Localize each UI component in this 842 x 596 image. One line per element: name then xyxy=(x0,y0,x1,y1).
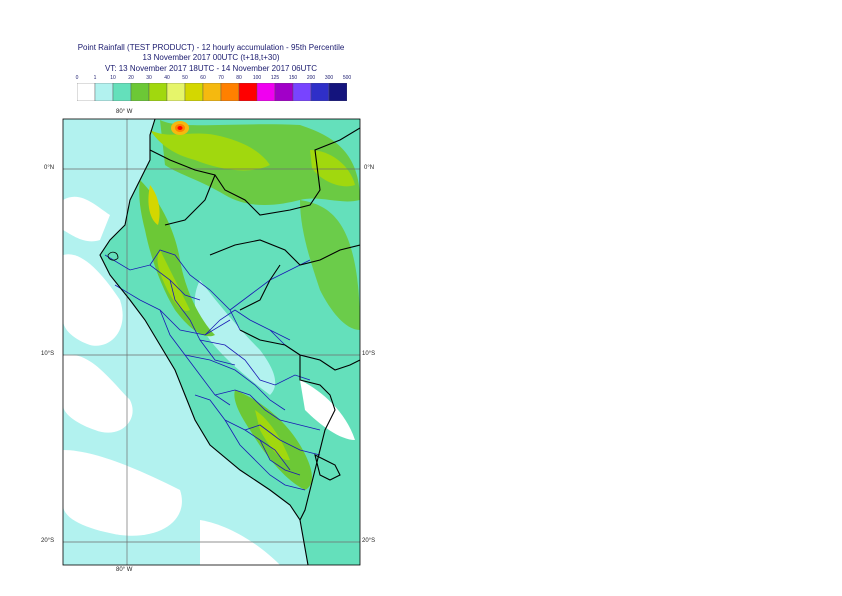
region-boundaries xyxy=(104,249,321,491)
colorbar-label: 40 xyxy=(164,75,170,81)
country-boundaries xyxy=(99,119,360,565)
dry-patch xyxy=(200,520,280,565)
run-time: 13 November 2017 00UTC (t+18,t+30) xyxy=(142,53,280,62)
dry-patch xyxy=(63,450,182,536)
colorbar-label: 150 xyxy=(288,75,298,81)
dry-patch xyxy=(63,196,110,242)
colorbar-label: 125 xyxy=(270,75,280,81)
island xyxy=(107,251,119,261)
lat-label-left: 0°N xyxy=(44,165,55,171)
dry-patch xyxy=(63,354,133,433)
colorbar-label: 60 xyxy=(200,75,206,81)
colorbar-label: 0 xyxy=(75,75,79,81)
colorbar-label: 100 xyxy=(252,75,262,81)
rain-core-40 xyxy=(157,250,190,311)
colorbar-label: 30 xyxy=(146,75,152,81)
dry-band xyxy=(194,280,276,395)
lat-label-right: 20°S xyxy=(362,538,376,544)
colorbar-label: 50 xyxy=(182,75,188,81)
dry-patch xyxy=(300,380,355,440)
lat-label-right: 0°N xyxy=(364,165,375,171)
rain-core-50 xyxy=(148,185,160,225)
valid-time: VT: 13 November 2017 18UTC - 14 November… xyxy=(104,64,318,73)
lon-label-top: 80° W xyxy=(116,109,133,115)
map-frame xyxy=(62,118,361,566)
dry-patch xyxy=(63,254,123,346)
colorbar-label: 20 xyxy=(128,75,134,81)
rain-core-40 xyxy=(310,150,355,187)
colorbar-label: 1 xyxy=(93,75,97,81)
colorbar-label: 200 xyxy=(306,75,316,81)
rain-band-30 xyxy=(300,200,360,330)
rain-max-80 xyxy=(177,126,183,130)
lat-label-left: 10°S xyxy=(41,351,55,357)
lon-label-bottom: 80° W xyxy=(116,567,133,573)
lat-label-right: 10°S xyxy=(362,351,376,357)
colorbar-label: 80 xyxy=(236,75,242,81)
rain-core-40 xyxy=(150,130,270,171)
colorbar-label: 500 xyxy=(342,75,352,81)
colorbar-label: 300 xyxy=(324,75,334,81)
map-title: Point Rainfall (TEST PRODUCT) - 12 hourl… xyxy=(77,43,345,52)
rain-core-40 xyxy=(255,410,290,461)
colorbar-label: 10 xyxy=(110,75,116,81)
colorbar-cell xyxy=(328,83,347,101)
colorbar xyxy=(77,83,347,101)
colorbar-label: 70 xyxy=(218,75,224,81)
lat-label-left: 20°S xyxy=(41,538,55,544)
